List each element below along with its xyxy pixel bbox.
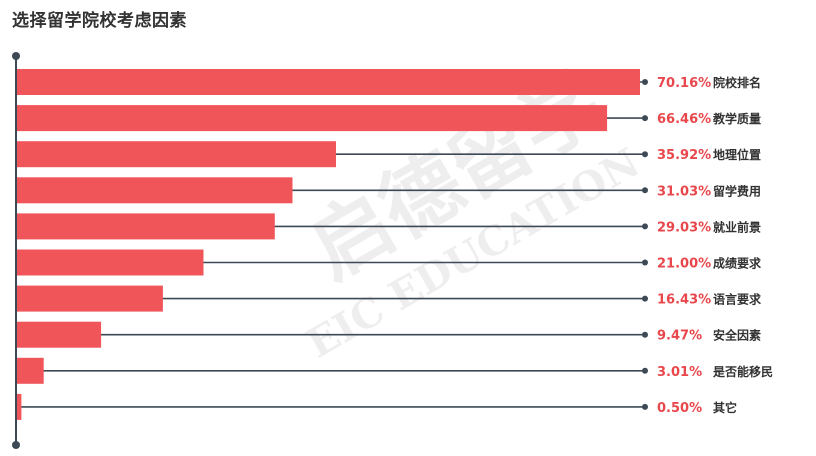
value-label: 29.03%	[657, 220, 711, 235]
bar	[17, 249, 204, 276]
leader-dot	[642, 403, 648, 410]
category-label: 语言要求	[713, 292, 762, 307]
value-label: 0.50%	[657, 401, 702, 416]
bar	[17, 141, 336, 168]
value-label: 31.03%	[657, 184, 711, 199]
value-label: 3.01%	[657, 365, 702, 380]
value-label: 9.47%	[657, 329, 702, 344]
category-label: 就业前景	[713, 219, 761, 234]
watermark: 启德留学 EIC EDUCATION	[294, 56, 647, 368]
bar	[17, 213, 275, 240]
chart-title: 选择留学院校考虑因素	[12, 11, 187, 31]
category-label: 安全因素	[713, 328, 761, 343]
leader-dot	[642, 367, 648, 374]
bar	[17, 285, 163, 312]
category-label: 地理位置	[713, 147, 761, 162]
category-label: 留学费用	[713, 183, 761, 198]
category-label: 院校排名	[713, 75, 761, 90]
bar	[17, 393, 22, 420]
axis-top-dot	[12, 52, 20, 60]
leader-dot	[642, 79, 648, 85]
bar	[17, 177, 293, 204]
leader-dot	[642, 115, 648, 122]
leader-dot	[642, 187, 648, 194]
value-label: 66.46%	[657, 112, 711, 127]
leader-dot	[642, 223, 648, 230]
bar	[17, 105, 608, 132]
leader-dot	[642, 331, 648, 338]
bar	[17, 69, 640, 95]
leader-dot	[642, 295, 648, 302]
value-label: 70.16%	[657, 76, 711, 91]
value-label: 16.43%	[657, 293, 711, 308]
bar	[17, 357, 44, 384]
leader-dot	[642, 151, 648, 158]
leader-dot	[642, 259, 648, 266]
category-label: 其它	[713, 400, 737, 415]
value-label: 35.92%	[657, 148, 711, 163]
category-label: 成绩要求	[713, 256, 762, 271]
category-label: 教学质量	[712, 111, 761, 126]
axis-bottom-dot	[12, 441, 20, 449]
value-label: 21.00%	[657, 257, 711, 272]
category-label: 是否能移民	[712, 364, 773, 379]
bar	[17, 321, 102, 348]
